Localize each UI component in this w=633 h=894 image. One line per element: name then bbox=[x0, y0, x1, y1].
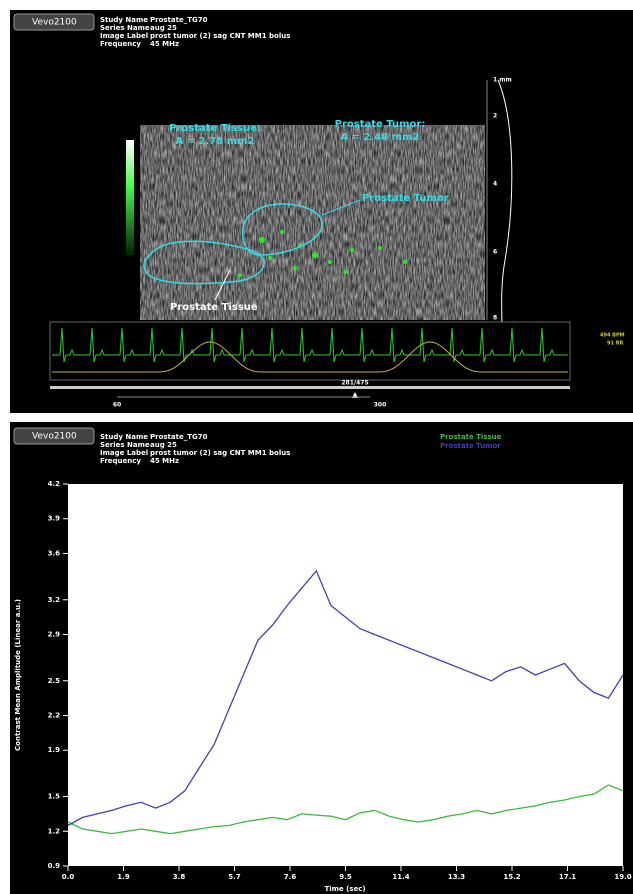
annotation: A = 2.48 mm2 bbox=[340, 132, 419, 143]
info-value: prost tumor (2) sag CNT MM1 bolus bbox=[150, 32, 290, 40]
info-value: prost tumor (2) sag CNT MM1 bolus bbox=[150, 449, 290, 457]
info-label: Series Name bbox=[100, 24, 150, 32]
x-tick-label: 9.5 bbox=[339, 873, 352, 881]
annotation: Prostate Tissue bbox=[170, 302, 258, 313]
y-tick-label: 1.2 bbox=[48, 827, 61, 835]
info-label: Study Name bbox=[100, 16, 148, 24]
info-label: Series Name bbox=[100, 441, 150, 449]
y-tick-label: 1.5 bbox=[48, 793, 61, 801]
x-tick-label: 19.0 bbox=[614, 873, 631, 881]
annotation: Prostate Tumor bbox=[362, 193, 449, 204]
ultrasound-image bbox=[140, 125, 485, 320]
screenshot: Vevo2100 Study NameProstate_TG70Series N… bbox=[0, 0, 633, 894]
frame-end: 300 bbox=[374, 402, 387, 409]
y-tick-label: 2.5 bbox=[48, 677, 61, 685]
y-tick-label: 3.9 bbox=[48, 515, 61, 523]
info-value: 45 MHz bbox=[150, 40, 179, 48]
x-axis-label: Time (sec) bbox=[324, 885, 365, 893]
logo: Vevo2100 bbox=[32, 432, 77, 442]
depth-label: 8 bbox=[493, 315, 497, 322]
page: Vevo2100 Study NameProstate_TG70Series N… bbox=[0, 0, 633, 894]
x-tick-label: 0.0 bbox=[62, 873, 75, 881]
depth-label: 1 mm bbox=[493, 77, 512, 84]
x-tick-label: 5.7 bbox=[228, 873, 241, 881]
frame-counter: 281/475 bbox=[341, 380, 368, 387]
x-tick-label: 13.3 bbox=[448, 873, 465, 881]
heart-rate: 494 BPM bbox=[600, 333, 625, 339]
x-tick-label: 17.1 bbox=[559, 873, 576, 881]
info-value: Prostate_TG70 bbox=[150, 433, 208, 441]
plot-area bbox=[68, 484, 623, 866]
info-label: Study Name bbox=[100, 433, 148, 441]
x-tick-label: 3.8 bbox=[173, 873, 186, 881]
y-tick-label: 4.2 bbox=[48, 480, 61, 488]
x-tick-label: 15.2 bbox=[503, 873, 520, 881]
annotation: Prostate Tissue: bbox=[169, 123, 261, 134]
depth-label: 2 bbox=[493, 113, 497, 120]
info-label: Frequency bbox=[100, 457, 141, 465]
depth-label: 6 bbox=[493, 249, 497, 256]
y-axis-label: Contrast Mean Amplitude (Linear a.u.) bbox=[14, 599, 22, 751]
x-tick-label: 7.6 bbox=[284, 873, 297, 881]
info-label: Image Label bbox=[100, 32, 148, 40]
x-tick-label: 11.4 bbox=[392, 873, 409, 881]
annotation: A = 2.78 mm2 bbox=[175, 136, 254, 147]
y-tick-label: 3.2 bbox=[48, 596, 61, 604]
annotation: Prostate Tumor: bbox=[335, 119, 426, 130]
y-tick-label: 2.2 bbox=[48, 712, 61, 720]
legend-entry: Prostate Tissue bbox=[440, 433, 502, 441]
depth-label: 4 bbox=[493, 181, 497, 188]
resp-rate: 91 RR bbox=[607, 341, 624, 347]
timeline bbox=[50, 386, 570, 389]
y-tick-label: 1.9 bbox=[48, 746, 61, 754]
info-label: Frequency bbox=[100, 40, 141, 48]
frame-start: 60 bbox=[113, 402, 121, 409]
x-tick-label: 1.9 bbox=[117, 873, 130, 881]
y-tick-label: 3.6 bbox=[48, 549, 61, 557]
info-value: aug 25 bbox=[150, 441, 177, 449]
logo: Vevo2100 bbox=[32, 18, 77, 28]
color-bar bbox=[126, 140, 134, 255]
info-value: Prostate_TG70 bbox=[150, 16, 208, 24]
info-value: aug 25 bbox=[150, 24, 177, 32]
y-tick-label: 0.9 bbox=[48, 862, 61, 870]
legend-entry: Prostate Tumor bbox=[440, 442, 501, 450]
info-label: Image Label bbox=[100, 449, 148, 457]
y-tick-label: 2.9 bbox=[48, 630, 61, 638]
info-value: 45 MHz bbox=[150, 457, 179, 465]
